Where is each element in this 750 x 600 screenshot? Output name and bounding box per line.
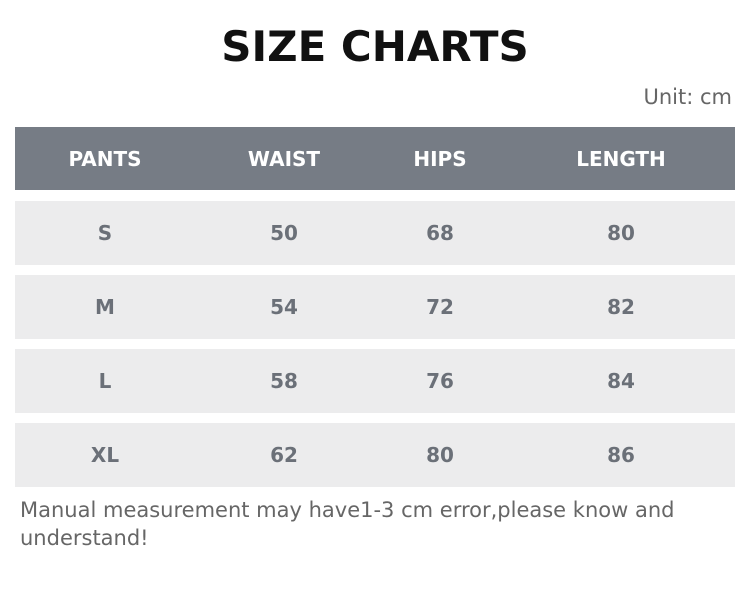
header-cell: WAIST: [247, 146, 321, 171]
table-cell: 84: [607, 369, 635, 393]
table-row: S 50 68 80: [15, 201, 735, 265]
table-cell: S: [97, 221, 113, 245]
header-cell: LENGTH: [576, 146, 666, 171]
table-cell: L: [98, 369, 112, 393]
table-cell: 68: [426, 221, 454, 245]
page-title: SIZE CHARTS: [221, 22, 529, 71]
table-cell: 76: [426, 369, 454, 393]
table-cell: M: [95, 295, 115, 319]
header-cell: HIPS: [413, 146, 467, 171]
unit-label: Unit: cm: [643, 85, 732, 109]
table-row: M 54 72 82: [15, 275, 735, 339]
table-cell: 80: [426, 443, 454, 467]
table-cell: 80: [607, 221, 635, 245]
table-cell: 86: [607, 443, 635, 467]
table-cell: 72: [426, 295, 454, 319]
measurement-note: Manual measurement may have1-3 cm error,…: [20, 498, 675, 550]
table-cell: 50: [270, 221, 298, 245]
table-cell: 82: [607, 295, 635, 319]
table-cell: XL: [90, 443, 120, 467]
table-row: XL 62 80 86: [15, 423, 735, 487]
table-cell: 62: [270, 443, 298, 467]
table-cell: 54: [270, 295, 298, 319]
table-row: L 58 76 84: [15, 349, 735, 413]
table-cell: 58: [270, 369, 298, 393]
header-cell: PANTS: [68, 146, 142, 171]
table-header: PANTS WAIST HIPS LENGTH: [15, 127, 735, 190]
